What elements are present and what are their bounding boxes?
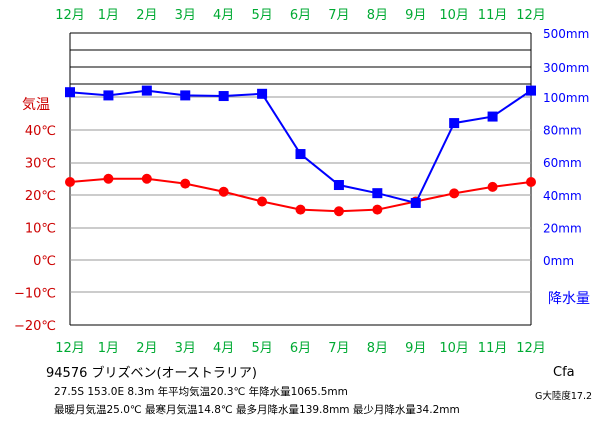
month-label-top: 9月 <box>405 8 426 23</box>
month-label-top: 5月 <box>251 8 272 23</box>
station-summary-line2: 最暖月気温25.0℃ 最寒月気温14.8℃ 最多月降水量139.8mm 最少月降… <box>54 404 460 416</box>
temperature-point <box>257 196 268 207</box>
month-label-bottom: 10月 <box>439 341 469 356</box>
precipitation-tick-labels: 100mm 80mm 60mm 40mm 20mm 0mm 500mm 300mm <box>543 27 589 268</box>
precipitation-point <box>180 90 191 101</box>
continentality-index: G大陸度17.2 <box>535 391 593 402</box>
precipitation-point <box>295 149 306 160</box>
month-label-top: 8月 <box>367 8 388 23</box>
precipitation-line <box>69 89 532 205</box>
temperature-tick-label: 10℃ <box>25 222 56 237</box>
precipitation-point <box>218 91 229 102</box>
precipitation-point <box>103 90 114 101</box>
precipitation-tick-label: 300mm <box>543 61 589 75</box>
precipitation-tick-label: 20mm <box>543 221 582 235</box>
station-summary-line1: 27.5S 153.0E 8.3m 年平均気温20.3℃ 年降水量1065.5m… <box>54 386 348 398</box>
month-label-bottom: 12月 <box>55 341 85 356</box>
precipitation-tick-label: 500mm <box>543 27 589 41</box>
precipitation-point <box>449 118 460 129</box>
temperature-tick-label: 20℃ <box>25 189 56 204</box>
month-label-top: 11月 <box>478 8 508 23</box>
month-label-top: 10月 <box>439 8 469 23</box>
month-label-top: 4月 <box>213 8 234 23</box>
month-label-bottom: 12月 <box>516 341 546 356</box>
temperature-point <box>526 177 536 187</box>
climate-code: Cfa <box>553 365 575 380</box>
month-label-top: 12月 <box>55 8 85 23</box>
month-labels-bottom: 12月 1月 2月 3月 4月 5月 6月 7月 8月 9月 10月 11月 12月 <box>55 341 546 356</box>
month-label-top: 7月 <box>328 8 349 23</box>
month-label-top: 3月 <box>175 8 196 23</box>
precipitation-point <box>65 87 75 98</box>
temperature-axis-title: 気温 <box>22 97 50 113</box>
month-label-bottom: 8月 <box>367 341 388 356</box>
temperature-point <box>103 173 114 184</box>
month-label-bottom: 7月 <box>328 341 349 356</box>
temperature-point <box>372 204 383 215</box>
precipitation-tick-label: 0mm <box>543 254 574 268</box>
temperature-tick-label: −20℃ <box>14 319 56 334</box>
month-label-bottom: 5月 <box>251 341 272 356</box>
temperature-point <box>65 177 75 187</box>
precipitation-point <box>410 197 421 208</box>
precipitation-point <box>141 85 152 96</box>
precipitation-tick-label: 60mm <box>543 156 582 170</box>
precipitation-series <box>65 85 536 208</box>
precipitation-point <box>257 88 268 99</box>
station-name: 94576 ブリズベン(オーストラリア) <box>46 366 257 381</box>
temperature-tick-labels: 40℃ 30℃ 20℃ 10℃ 0℃ −10℃ −20℃ <box>14 124 56 334</box>
temperature-point <box>180 178 191 189</box>
grid-lines <box>69 32 532 326</box>
temperature-point <box>333 206 344 217</box>
precipitation-tick-label: 40mm <box>543 189 582 203</box>
month-label-bottom: 9月 <box>405 341 426 356</box>
precipitation-tick-label: 100mm <box>543 91 589 105</box>
month-label-bottom: 1月 <box>98 341 119 356</box>
precipitation-point <box>487 111 498 122</box>
month-label-top: 6月 <box>290 8 311 23</box>
precipitation-axis-title: 降水量 <box>548 291 590 307</box>
precipitation-point <box>372 188 383 199</box>
temperature-tick-label: 30℃ <box>25 157 56 172</box>
month-label-bottom: 6月 <box>290 341 311 356</box>
precipitation-point <box>526 85 536 96</box>
temperature-tick-label: 0℃ <box>33 254 56 269</box>
temperature-tick-label: −10℃ <box>14 287 56 302</box>
precipitation-tick-label: 80mm <box>543 124 582 138</box>
month-label-bottom: 11月 <box>478 341 508 356</box>
temperature-point <box>141 173 152 184</box>
temperature-point <box>218 186 229 197</box>
month-label-top: 1月 <box>98 8 119 23</box>
month-label-bottom: 2月 <box>136 341 157 356</box>
precipitation-point <box>333 180 344 191</box>
month-label-top: 12月 <box>516 8 546 23</box>
temperature-point <box>449 188 460 199</box>
month-label-top: 2月 <box>136 8 157 23</box>
month-labels-top: 12月 1月 2月 3月 4月 5月 6月 7月 8月 9月 10月 11月 12月 <box>55 8 546 23</box>
temperature-point <box>295 204 306 215</box>
temperature-tick-label: 40℃ <box>25 124 56 139</box>
month-label-bottom: 4月 <box>213 341 234 356</box>
temperature-point <box>487 181 498 192</box>
month-label-bottom: 3月 <box>175 341 196 356</box>
